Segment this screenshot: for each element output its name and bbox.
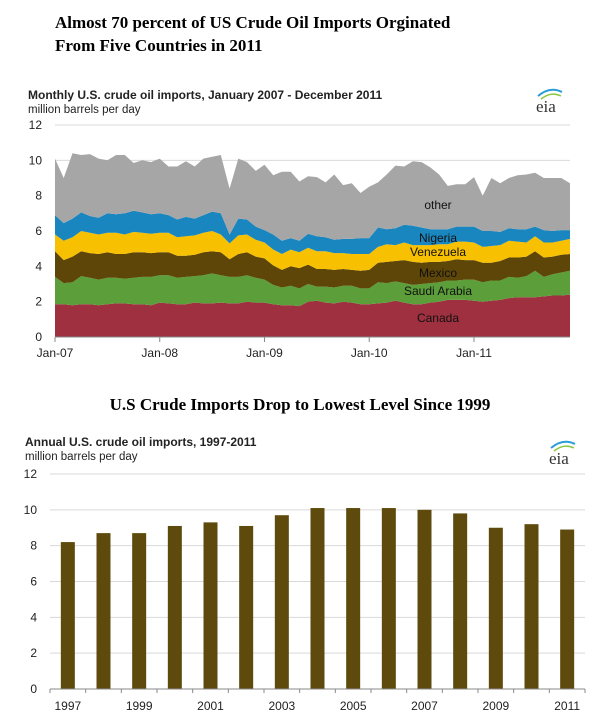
y-tick-label: 10 [24, 503, 38, 517]
eia-logo: eia [536, 88, 563, 116]
section-title: U.S Crude Imports Drop to Lowest Level S… [110, 395, 491, 414]
y-tick-label: 10 [29, 153, 43, 167]
x-tick-label: 2009 [482, 699, 509, 713]
area-saudi-arabia [55, 270, 570, 307]
x-tick-label: Jan-07 [37, 346, 74, 360]
monthly-chart-unit: million barrels per day [28, 104, 141, 116]
bar-2006 [381, 508, 396, 689]
bar-2010 [524, 524, 539, 689]
bar-1998 [96, 533, 111, 689]
bar-1997 [60, 542, 75, 689]
y-tick-label: 2 [30, 646, 37, 660]
x-tick-label: Jan-10 [351, 346, 388, 360]
area-mexico [55, 251, 570, 289]
y-tick-label: 8 [30, 539, 37, 553]
svg-text:eia: eia [549, 449, 569, 468]
bar-2002 [239, 525, 254, 689]
y-tick-label: 6 [35, 224, 42, 238]
bar-2001 [203, 522, 218, 689]
x-tick-label: Jan-11 [456, 346, 492, 360]
svg-text:eia: eia [536, 97, 556, 116]
bar-2003 [274, 515, 289, 689]
bar-2008 [453, 513, 468, 689]
monthly-chart-title: Monthly U.S. crude oil imports, January … [28, 88, 382, 102]
x-tick-label: 2007 [411, 699, 438, 713]
monthly-area-chart: 0 2 4 6 8 10 12 Jan-07 Jan-08 Jan-09 Jan-10 Jan-11 C… [29, 118, 570, 360]
annual-bar-chart: 0 2 4 6 8 10 12 1997 1999 2001 2003 2005 2007 2009 201… [24, 467, 586, 713]
area-canada [55, 294, 570, 337]
main-title-line-1: Almost 70 percent of US Crude Oil Import… [55, 13, 451, 32]
y-tick-label: 4 [30, 610, 37, 624]
x-tick-label: 2005 [340, 699, 367, 713]
x-tick-label: Jan-09 [246, 346, 283, 360]
x-tick-label: 1997 [54, 699, 81, 713]
area-nigeria [55, 210, 570, 254]
bar-2009 [488, 527, 503, 689]
annual-chart-unit: million barrels per day [25, 451, 138, 463]
area-venezuela [55, 231, 570, 271]
y-tick-label: 0 [30, 682, 37, 696]
area-other [55, 153, 570, 241]
x-tick-label: 2011 [554, 699, 580, 713]
y-tick-label: 8 [35, 189, 42, 203]
eia-logo: eia [549, 440, 576, 468]
bar-2011 [560, 529, 575, 689]
y-tick-label: 6 [30, 575, 37, 589]
x-tick-label: Jan-08 [141, 346, 178, 360]
bar-2004 [310, 508, 325, 689]
y-tick-label: 4 [35, 259, 42, 273]
x-tick-label: 2001 [197, 699, 224, 713]
y-tick-label: 12 [29, 118, 43, 132]
series-label: Nigeria [419, 231, 457, 245]
series-label: Mexico [419, 266, 457, 280]
bar-2007 [417, 509, 432, 689]
series-label: other [424, 198, 451, 212]
bar-2000 [167, 525, 182, 689]
series-label: Saudi Arabia [404, 284, 472, 298]
y-tick-label: 12 [24, 467, 38, 481]
x-tick-label: 1999 [126, 699, 153, 713]
y-tick-label: 2 [35, 295, 42, 309]
series-label: Canada [417, 311, 459, 325]
y-tick-label: 0 [35, 330, 42, 344]
bar-2005 [346, 508, 361, 689]
series-label: Venezuela [410, 245, 466, 259]
annual-chart-title: Annual U.S. crude oil imports, 1997-2011 [25, 435, 257, 449]
bar-1999 [132, 533, 147, 689]
main-title-line-2: From Five Countries in 2011 [55, 36, 262, 55]
x-tick-label: 2003 [268, 699, 295, 713]
